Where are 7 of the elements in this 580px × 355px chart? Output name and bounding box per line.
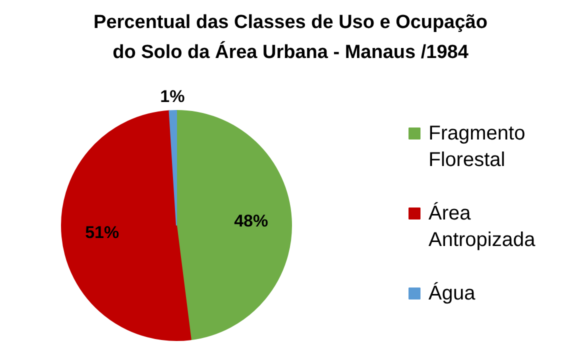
data-label: 48% [234, 211, 268, 230]
chart-title: Percentual das Classes de Uso e Ocupação do Solo da Área Urbana - Manaus /1984 [94, 12, 488, 63]
data-label: 1% [160, 87, 185, 106]
data-label: 51% [85, 223, 120, 242]
legend-label: Água [428, 282, 476, 304]
legend-label: Fragmento Florestal [428, 122, 526, 171]
legend-label: Área Antropizada [428, 202, 536, 251]
